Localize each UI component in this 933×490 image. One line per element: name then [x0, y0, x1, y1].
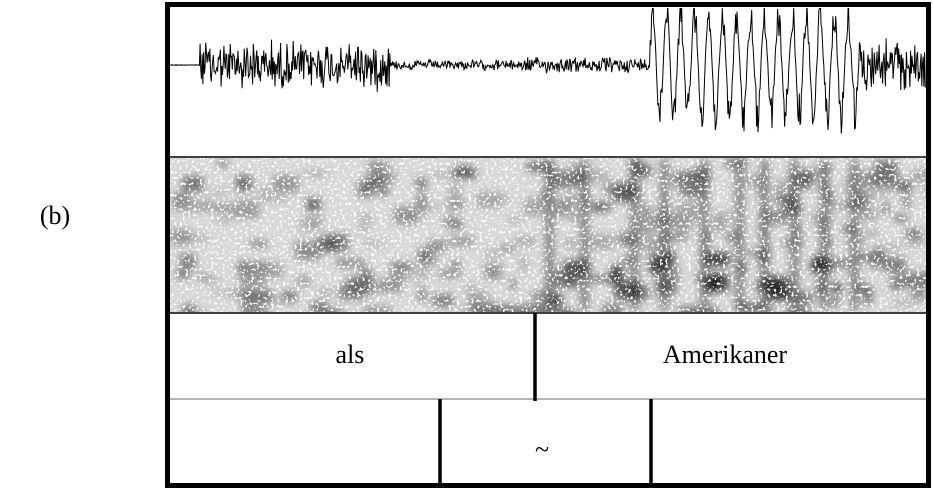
- word-label: Amerikaner: [663, 340, 788, 369]
- figure: (b) als Amerikaner ~: [0, 0, 933, 490]
- spectrogram: [170, 158, 933, 326]
- waveform: [170, 0, 925, 134]
- panel-label: (b): [40, 201, 70, 230]
- word-label: als: [336, 340, 365, 369]
- sub-label: ~: [535, 435, 549, 464]
